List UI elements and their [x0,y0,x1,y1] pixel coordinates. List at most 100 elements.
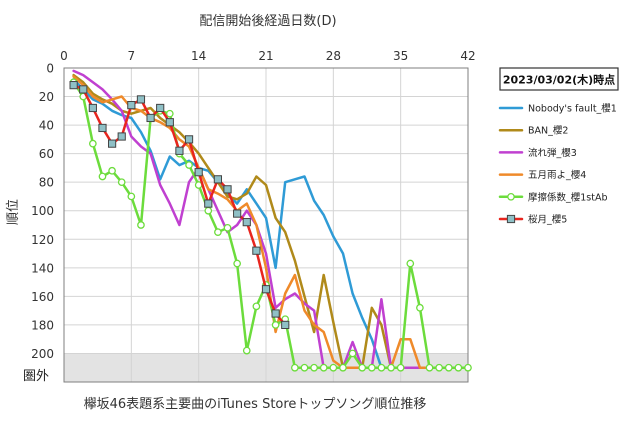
y-tick-label: 20 [39,90,54,104]
data-point [213,175,223,184]
data-point [127,192,136,201]
data-point [136,95,146,104]
data-point [291,363,299,372]
legend-label: 流れ弾_櫻3 [528,147,577,159]
legend-label: 五月雨よ_櫻4 [528,169,586,181]
x-tick-label: 14 [191,49,206,63]
data-point [464,363,472,372]
data-point [339,363,347,372]
series-layer [69,69,472,372]
data-point [435,363,443,372]
data-point [89,139,97,148]
data-point [233,259,241,268]
data-point [377,363,386,372]
legend-item: Nobody's fault_櫻1 [498,103,617,115]
legend-label: BAN_櫻2 [528,125,568,137]
legend-item: 摩擦係数_櫻1stAb [498,191,608,203]
legend-item: 流れ弾_櫻3 [498,147,577,159]
data-point [310,363,318,372]
data-point [204,199,213,208]
data-point [252,246,261,255]
data-point [214,228,222,236]
legend-marker [507,192,515,201]
legend-items: Nobody's fault_櫻1 BAN_櫻2 流れ弾_櫻3 五月雨よ_櫻4 摩擦係数… [498,103,617,226]
x-axis-label: 配信開始後経過日数(D) [199,14,336,29]
tick-label-layer: 0 7 14 21 28 35 42 0 20 40 60 80 100 120 140 160 180 200 [31,49,476,361]
x-tick-label: 21 [258,49,273,63]
y-tick-label: 100 [31,204,54,218]
y-tick-label: 160 [31,290,54,304]
data-point [127,101,136,110]
data-point [165,109,174,118]
y-axis-label: 順位 [6,199,21,225]
data-point [454,363,463,372]
legend-marker [506,214,516,224]
data-point [396,363,405,372]
legend-label: 摩擦係数_櫻1stAb [528,191,608,203]
data-point [261,285,271,294]
data-point [406,259,415,268]
data-point [319,363,328,372]
legend-title-box [499,67,619,91]
data-point [98,172,107,181]
data-point [281,320,290,330]
series-2 [72,73,431,369]
data-point [185,161,193,169]
data-point [223,224,232,232]
legend-label: 桜月_櫻5 [528,214,567,226]
series-line [72,78,431,369]
data-point [387,363,395,372]
legend-title: 2023/03/02(木)時点 [503,73,615,87]
data-point [146,113,155,123]
y-tick-label: 40 [39,119,54,133]
x-tick-label: 28 [326,49,341,63]
data-point [348,349,357,358]
x-tick-label: 35 [393,49,408,63]
data-point [108,166,116,175]
data-point [117,178,126,187]
data-point [184,135,194,144]
plot-frame [63,67,469,383]
data-point [271,309,280,318]
data-point [252,302,261,311]
y-tick-label: 80 [39,176,54,190]
data-point [165,118,174,127]
data-point [88,103,97,113]
data-point [204,206,213,215]
series-line [72,73,431,369]
data-point [242,346,251,355]
data-point [69,81,78,90]
data-point [79,85,88,94]
data-point [367,363,376,372]
x-tick-label: 0 [60,49,68,63]
legend-item: BAN_櫻2 [498,125,568,137]
x-tick-label: 42 [460,49,475,63]
series-5 [69,78,472,372]
series-line [72,81,470,369]
legend-item: 桜月_櫻5 [498,214,567,226]
y-tick-label: 60 [39,147,54,161]
data-point [223,185,232,194]
data-point [329,363,338,372]
data-point [242,218,251,227]
data-point [416,303,424,312]
data-point [175,146,184,155]
y-tick-label: 180 [31,318,54,332]
series-1 [72,78,431,369]
data-point [271,321,280,329]
legend-item: 五月雨よ_櫻4 [498,169,586,181]
chart-title: 欅坂46表題系主要曲のiTunes Storeトップソング順位推移 [84,397,427,412]
legend: 2023/03/02(木)時点 Nobody's fault_櫻1 BAN_櫻2 流… [498,67,619,226]
data-point [358,363,367,372]
legend-label: Nobody's fault_櫻1 [528,103,617,115]
data-point [300,363,309,372]
y-tick-label: 140 [31,261,54,275]
data-point [233,209,242,218]
data-point [137,221,145,229]
y-tick-label: 0 [46,62,54,76]
data-point [117,132,126,141]
data-point [425,363,434,372]
data-point [98,123,107,133]
y-tick-label: 120 [31,233,54,247]
